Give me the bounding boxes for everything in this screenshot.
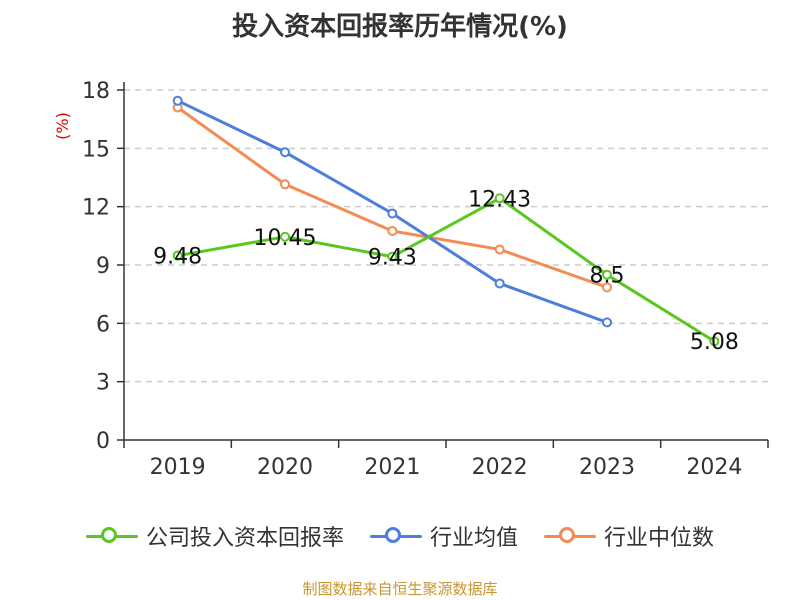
y-tick-label: 0 bbox=[96, 429, 110, 454]
legend-label: 行业均值 bbox=[429, 526, 518, 551]
y-axis-unit-label: (%) bbox=[53, 112, 72, 140]
legend-label: 公司投入资本回报率 bbox=[145, 526, 344, 551]
data-point bbox=[280, 147, 290, 158]
y-tick-label: 6 bbox=[96, 312, 110, 337]
x-tick-label: 2020 bbox=[257, 455, 313, 480]
data-point bbox=[494, 193, 505, 204]
data-point bbox=[602, 282, 612, 293]
y-tick-label: 3 bbox=[96, 371, 110, 396]
x-tick-label: 2021 bbox=[364, 455, 420, 480]
legend-marker bbox=[369, 527, 422, 545]
x-tick-label: 2022 bbox=[472, 455, 528, 480]
data-label: 8.5 bbox=[590, 264, 625, 289]
y-tick-label: 15 bbox=[82, 137, 110, 162]
chart-title: 投入资本回报率历年情况(%) bbox=[232, 12, 568, 42]
legend: 公司投入资本回报率 行业均值 行业中位数 bbox=[0, 518, 800, 554]
data-label: 9.43 bbox=[368, 246, 417, 271]
data-point bbox=[709, 336, 720, 347]
legend-marker bbox=[544, 527, 596, 545]
series-line bbox=[177, 196, 716, 343]
data-point bbox=[494, 244, 505, 255]
x-tick-label: 2024 bbox=[686, 455, 742, 480]
x-tick-label: 2019 bbox=[150, 455, 206, 480]
data-label: 5.08 bbox=[690, 330, 739, 355]
source-note: 制图数据来自恒生聚源数据库 bbox=[302, 580, 498, 598]
data-point bbox=[172, 95, 183, 106]
x-tick-label: 2023 bbox=[579, 455, 635, 480]
legend-label: 行业中位数 bbox=[604, 526, 715, 551]
data-point bbox=[387, 208, 398, 219]
y-tick-label: 12 bbox=[82, 196, 110, 221]
data-point bbox=[602, 317, 612, 328]
legend-item[interactable]: 行业中位数 bbox=[544, 520, 714, 552]
legend-item[interactable]: 行业均值 bbox=[369, 520, 518, 552]
legend-marker bbox=[85, 527, 138, 545]
y-tick-label: 18 bbox=[82, 79, 110, 104]
data-label: 10.45 bbox=[254, 226, 317, 251]
axes: 0 3 6 9 12 15 18 2019 2020 2021 2022 2023 2024 bbox=[82, 79, 769, 480]
data-point bbox=[602, 269, 612, 280]
y-tick-label: 9 bbox=[96, 254, 110, 279]
data-point bbox=[172, 250, 183, 261]
data-labels: 9.48 10.45 9.43 12.43 8.5 5.08 bbox=[153, 187, 739, 355]
series-lines bbox=[172, 95, 720, 347]
data-point bbox=[280, 231, 290, 242]
data-label: 9.48 bbox=[153, 245, 202, 270]
data-point bbox=[387, 251, 398, 262]
data-point bbox=[280, 179, 290, 190]
data-label: 12.43 bbox=[468, 187, 531, 212]
data-point bbox=[494, 278, 505, 289]
legend-item[interactable]: 公司投入资本回报率 bbox=[85, 520, 344, 552]
data-point bbox=[387, 225, 398, 236]
grid-lines bbox=[124, 89, 768, 383]
